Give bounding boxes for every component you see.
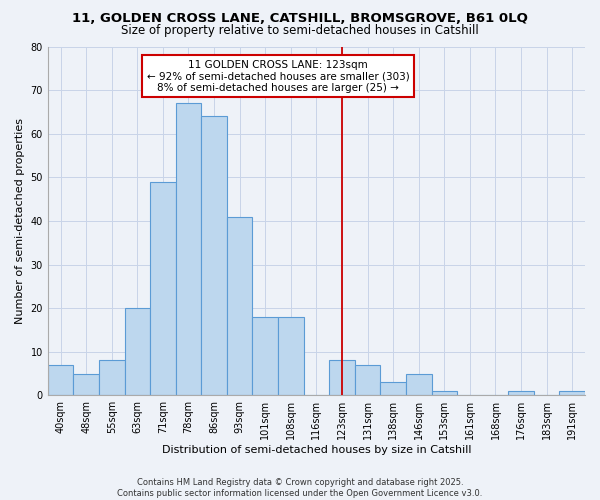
Bar [559, 391, 585, 396]
Bar [201, 116, 227, 396]
Bar [125, 308, 150, 396]
Text: 11, GOLDEN CROSS LANE, CATSHILL, BROMSGROVE, B61 0LQ: 11, GOLDEN CROSS LANE, CATSHILL, BROMSGR… [72, 12, 528, 26]
Bar [253, 317, 278, 396]
Bar [406, 374, 431, 396]
Bar [278, 317, 304, 396]
Y-axis label: Number of semi-detached properties: Number of semi-detached properties [15, 118, 25, 324]
Bar [431, 391, 457, 396]
X-axis label: Distribution of semi-detached houses by size in Catshill: Distribution of semi-detached houses by … [161, 445, 471, 455]
Bar [329, 360, 355, 396]
Bar [227, 216, 253, 396]
Bar [150, 182, 176, 396]
Bar [73, 374, 99, 396]
Bar [176, 103, 201, 396]
Bar [355, 365, 380, 396]
Text: Contains HM Land Registry data © Crown copyright and database right 2025.
Contai: Contains HM Land Registry data © Crown c… [118, 478, 482, 498]
Bar [99, 360, 125, 396]
Bar [380, 382, 406, 396]
Text: 11 GOLDEN CROSS LANE: 123sqm
← 92% of semi-detached houses are smaller (303)
8% : 11 GOLDEN CROSS LANE: 123sqm ← 92% of se… [146, 60, 409, 93]
Text: Size of property relative to semi-detached houses in Catshill: Size of property relative to semi-detach… [121, 24, 479, 37]
Bar [48, 365, 73, 396]
Bar [508, 391, 534, 396]
